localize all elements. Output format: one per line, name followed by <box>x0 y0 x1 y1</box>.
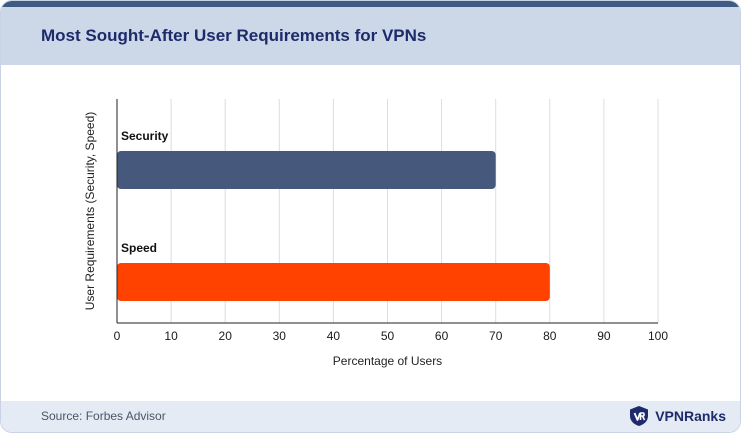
top-accent-strip <box>1 1 740 7</box>
x-tick-label: 50 <box>381 329 395 343</box>
category-labels: Security Speed <box>121 129 169 255</box>
x-tick-label: 10 <box>164 329 178 343</box>
x-tick-label: 80 <box>543 329 557 343</box>
header-band: Most Sought-After User Requirements for … <box>1 7 740 65</box>
page-title: Most Sought-After User Requirements for … <box>41 26 427 45</box>
x-tick-label: 0 <box>114 329 121 343</box>
source-note: Source: Forbes Advisor <box>41 409 166 423</box>
brand-name: VPNRanks <box>655 408 726 424</box>
x-tick-label: 70 <box>489 329 503 343</box>
brand-logo: VPNRanks <box>628 405 726 427</box>
x-axis-title: Percentage of Users <box>333 354 442 368</box>
bar-speed <box>117 263 550 301</box>
bars <box>117 151 550 301</box>
bar-security <box>117 151 496 189</box>
y-axis-title: User Requirements (Security, Speed) <box>83 112 97 311</box>
x-tick-label: 30 <box>273 329 287 343</box>
footer-band: Source: Forbes Advisor VPNRanks <box>1 401 740 432</box>
x-tick-label: 40 <box>327 329 341 343</box>
category-label: Security <box>121 129 169 143</box>
x-tick-label: 60 <box>435 329 449 343</box>
x-tick-label: 90 <box>597 329 611 343</box>
bar-chart: Security Speed 0 10 20 30 40 50 60 70 80 90 100 Per… <box>83 99 669 368</box>
x-tick-label: 100 <box>648 329 668 343</box>
x-tick-label: 20 <box>219 329 233 343</box>
category-label: Speed <box>121 241 157 255</box>
vpnranks-shield-icon <box>630 406 649 426</box>
x-tick-labels: 0 10 20 30 40 50 60 70 80 90 100 <box>114 329 669 343</box>
